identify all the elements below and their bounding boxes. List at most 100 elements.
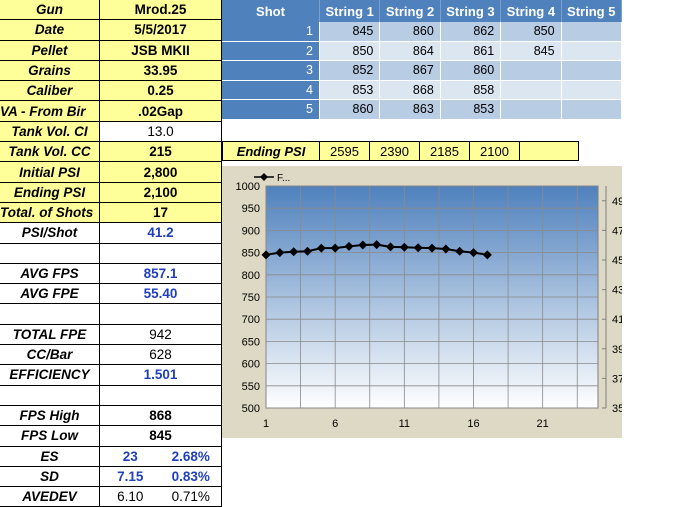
- table-cell[interactable]: 861: [440, 41, 502, 61]
- stat-value: 41.2: [100, 223, 222, 244]
- table-cell[interactable]: 845: [501, 41, 562, 61]
- stat-value[interactable]: .02Gap: [100, 101, 222, 122]
- y2-tick-label: 37: [612, 373, 622, 385]
- stat-value[interactable]: 2,800: [100, 162, 222, 183]
- data-point-marker: [441, 244, 451, 254]
- stat-row-avg-fpe: AVG FPE 55.40: [0, 284, 222, 305]
- stat-value: 868: [100, 405, 222, 427]
- stat-value[interactable]: 5/5/2017: [100, 20, 222, 41]
- table-cell[interactable]: [501, 80, 562, 100]
- y-tick-label: 800: [242, 270, 260, 282]
- stat-value: 1.501: [100, 365, 222, 386]
- stat-label: TOTAL FPE: [0, 324, 100, 346]
- y2-tick-label: 39: [612, 344, 622, 356]
- stat-label: ES: [0, 446, 100, 467]
- table-cell[interactable]: 850: [320, 41, 381, 61]
- ending-psi-value[interactable]: 2185: [420, 141, 470, 161]
- data-point-marker: [358, 240, 368, 250]
- stat-label: Pellet: [0, 40, 100, 61]
- ending-psi-value[interactable]: 2390: [370, 141, 420, 161]
- table-cell[interactable]: [561, 41, 622, 61]
- stat-value[interactable]: 33.95: [100, 60, 222, 82]
- table-cell[interactable]: 867: [380, 61, 441, 81]
- table-cell[interactable]: 852: [320, 61, 381, 81]
- column-header-string1[interactable]: String 1: [320, 0, 381, 22]
- column-header-string3[interactable]: String 3: [441, 0, 502, 22]
- y2-tick-label: 45: [612, 255, 622, 267]
- table-cell[interactable]: 863: [380, 100, 441, 120]
- table-cell[interactable]: [561, 100, 622, 120]
- column-header-string4[interactable]: String 4: [501, 0, 562, 22]
- table-cell[interactable]: 853: [320, 80, 381, 100]
- stat-row-ending-psi: Ending PSI 2,100: [0, 182, 222, 203]
- data-point-marker: [330, 243, 340, 253]
- stat-value[interactable]: 17: [100, 202, 222, 224]
- stat-label: Ending PSI: [0, 182, 100, 203]
- table-cell[interactable]: 845: [320, 22, 381, 42]
- stat-row-sd: SD 7.15 0.83%: [0, 466, 222, 488]
- table-cell[interactable]: [561, 22, 622, 42]
- data-point-marker: [482, 250, 492, 260]
- stat-value[interactable]: 13.0: [100, 121, 222, 143]
- table-cell[interactable]: 5: [222, 100, 320, 120]
- table-cell[interactable]: 868: [380, 80, 441, 100]
- ending-psi-label: Ending PSI: [222, 141, 320, 161]
- table-cell[interactable]: 862: [440, 22, 502, 42]
- y2-tick-label: 49: [612, 196, 622, 208]
- ending-psi-value[interactable]: 2595: [320, 141, 370, 161]
- column-header-string5[interactable]: String 5: [562, 0, 622, 22]
- stat-value[interactable]: JSB MKII: [100, 40, 222, 61]
- table-header-row: Shot String 1 String 2 String 3 String 4…: [222, 0, 622, 22]
- table-cell[interactable]: 2: [222, 41, 320, 61]
- stat-value: 942: [100, 324, 222, 346]
- column-header-shot[interactable]: Shot: [222, 0, 320, 22]
- stat-row-avg-fps: AVG FPS 857.1: [0, 263, 222, 285]
- stat-label: AVEDEV: [0, 487, 100, 507]
- stat-value[interactable]: 215: [100, 142, 222, 163]
- stat-row-caliber: Caliber 0.25: [0, 81, 222, 102]
- data-point-marker: [399, 242, 409, 252]
- data-point-marker: [469, 248, 478, 258]
- stat-value[interactable]: 0.25: [100, 81, 222, 102]
- x-tick-label: 16: [467, 418, 479, 430]
- y-tick-label: 600: [242, 359, 260, 371]
- table-cell[interactable]: 858: [440, 80, 502, 100]
- fps-chart[interactable]: 500 550 600 650 700 750 800 850 900 950 1000 1 6 11 16…: [222, 166, 624, 438]
- data-point-marker: [275, 248, 285, 258]
- y-tick-label: 550: [242, 381, 260, 393]
- table-cell[interactable]: 853: [440, 100, 502, 120]
- x-tick-label: 1: [263, 418, 269, 430]
- ending-psi-value[interactable]: 2100: [470, 141, 520, 161]
- stat-value[interactable]: 2,100: [100, 182, 222, 203]
- stat-label: Caliber: [0, 81, 100, 102]
- table-cell[interactable]: 4: [222, 80, 320, 100]
- ending-psi-value[interactable]: [520, 141, 579, 161]
- stat-row-blank3: [0, 385, 222, 406]
- stat-row-efficiency: EFFICIENCY 1.501: [0, 365, 222, 386]
- stat-value: 23: [122, 448, 138, 464]
- stat-label: Tank Vol. CC: [0, 142, 100, 163]
- blank-cell: [0, 385, 100, 406]
- stat-value-pair: 7.15 0.83%: [100, 466, 222, 488]
- blank-cell: [100, 385, 222, 406]
- data-point-marker: [261, 250, 271, 260]
- table-cell[interactable]: 860: [440, 61, 502, 81]
- stat-label: VA - From Bir: [0, 101, 100, 122]
- table-cell[interactable]: 864: [380, 41, 441, 61]
- blank-cell: [0, 243, 100, 264]
- data-point-marker: [455, 246, 465, 256]
- table-cell[interactable]: [501, 61, 562, 81]
- column-header-string2[interactable]: String 2: [380, 0, 441, 22]
- table-cell[interactable]: 860: [380, 22, 441, 42]
- table-cell[interactable]: 860: [320, 100, 381, 120]
- table-row: 3 852 867 860: [222, 61, 622, 81]
- table-cell[interactable]: 1: [222, 22, 320, 42]
- table-cell[interactable]: 3: [222, 61, 320, 81]
- stat-value: 857.1: [100, 263, 222, 285]
- table-cell[interactable]: [561, 80, 622, 100]
- table-cell[interactable]: 850: [501, 22, 562, 42]
- table-cell[interactable]: [501, 100, 562, 120]
- table-cell[interactable]: [561, 61, 622, 81]
- stat-value[interactable]: Mrod.25: [100, 0, 222, 21]
